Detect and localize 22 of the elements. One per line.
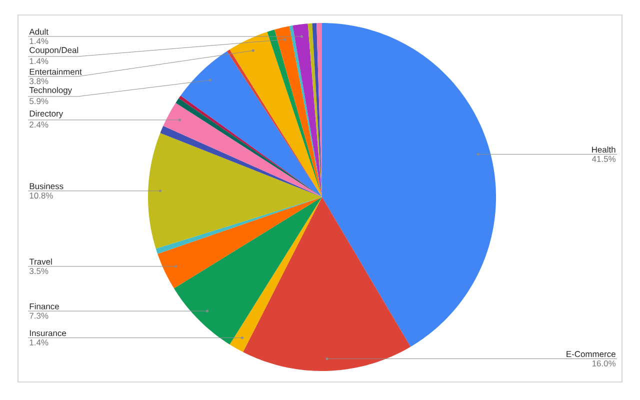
slice-label: Insurance bbox=[30, 330, 66, 336]
data-label: 10.8% bbox=[30, 192, 53, 199]
slice-label: Finance bbox=[30, 303, 59, 310]
data-label: 2.4% bbox=[30, 122, 48, 128]
slice-label: Travel bbox=[29, 258, 52, 265]
data-label: 1.4% bbox=[30, 38, 48, 44]
data-label: 3.8% bbox=[30, 78, 48, 84]
slice-label: Technology bbox=[29, 86, 72, 95]
data-label: 41.5% bbox=[592, 156, 616, 162]
data-label: 1.4% bbox=[30, 58, 48, 64]
slice-label: Coupon/Deal bbox=[30, 46, 78, 55]
slice-label: Business bbox=[30, 182, 64, 190]
slice-label: Adult bbox=[29, 28, 48, 35]
data-label: 1.4% bbox=[30, 340, 48, 346]
data-label: 5.9% bbox=[30, 98, 48, 104]
data-label: 16.0% bbox=[592, 360, 616, 366]
slice-label: Entertainment bbox=[30, 68, 82, 75]
slice-label: E-Commerce bbox=[566, 351, 616, 358]
data-label: 3.5% bbox=[30, 268, 48, 274]
data-label: 7.3% bbox=[30, 312, 48, 319]
slice-label: Directory bbox=[30, 110, 64, 118]
slice-label: Health bbox=[592, 146, 616, 153]
